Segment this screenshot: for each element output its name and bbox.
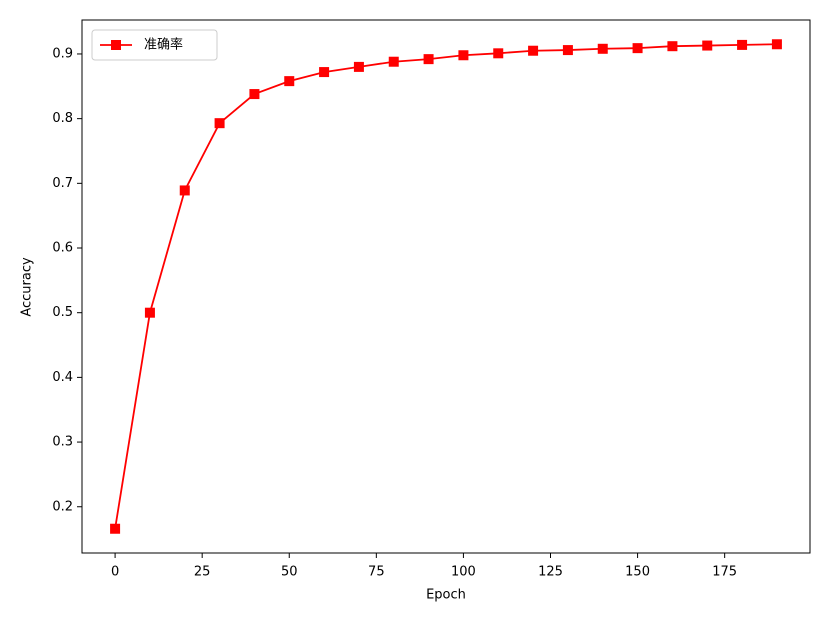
legend-marker [111,40,121,50]
marker [632,43,643,54]
marker [144,307,155,318]
x-tick-label: 50 [281,565,298,580]
x-tick-label: 75 [368,565,385,580]
marker [737,39,748,50]
marker [388,56,399,67]
legend-box [91,29,218,61]
marker [702,40,713,51]
y-tick-label: 0.8 [52,111,73,126]
y-tick-label: 0.3 [52,435,73,450]
legend-label: 准确率 [144,37,183,53]
y-tick-label: 0.6 [52,241,73,256]
marker [458,50,469,61]
y-tick-label: 0.4 [52,370,73,385]
x-tick-label: 150 [625,565,650,580]
marker [493,48,504,59]
x-tick-label: 100 [451,565,476,580]
marker [423,54,434,65]
marker [771,39,782,50]
marker [597,43,608,54]
x-tick-label: 0 [111,565,119,580]
marker [110,523,121,534]
x-axis-label: Epoch [426,588,466,603]
marker [249,89,260,100]
marker [179,185,190,196]
x-tick-label: 125 [538,565,563,580]
marker [528,45,539,56]
marker [353,61,364,72]
y-tick-label: 0.2 [52,499,73,514]
series-line [114,43,777,529]
marker [319,67,330,78]
y-tick-label: 0.7 [52,176,73,191]
x-tick-label: 175 [712,565,737,580]
y-axis-label: Accuracy [20,257,35,317]
y-tick-label: 0.9 [52,46,73,61]
y-tick-label: 0.5 [52,305,73,320]
plot-frame [81,19,811,554]
marker [562,45,573,56]
marker [667,41,678,52]
x-tick-label: 25 [194,565,211,580]
marker [284,76,295,87]
marker [214,118,225,129]
